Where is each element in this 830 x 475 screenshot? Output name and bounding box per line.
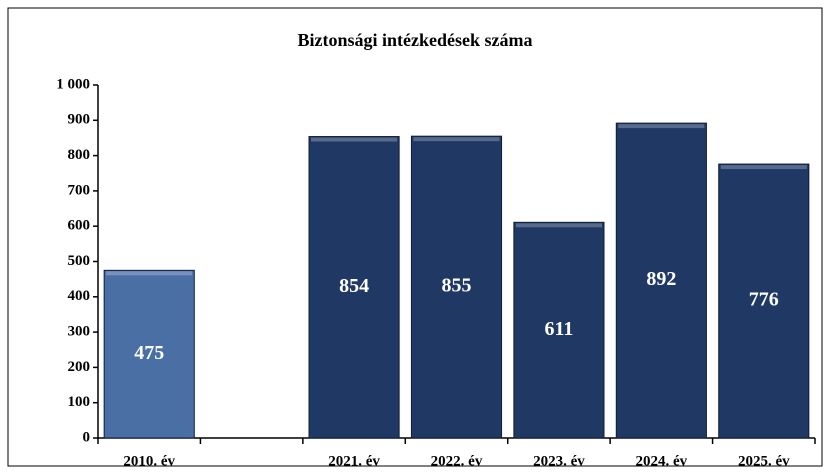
chart-title: Biztonsági intézkedések száma: [298, 30, 533, 50]
bar: [615, 122, 707, 439]
x-tick-label: 2024. év: [636, 453, 688, 469]
x-tick-label: 2021. év: [328, 453, 380, 469]
y-tick-label: 800: [68, 147, 91, 163]
data-label: 855: [442, 275, 472, 297]
data-label: 475: [134, 342, 164, 364]
bar-bevel: [106, 271, 193, 276]
bar-bevel: [515, 223, 602, 228]
y-tick-label: 200: [68, 359, 91, 375]
bar: [308, 136, 400, 439]
x-tick-label: 2022. év: [431, 453, 483, 469]
bar-bevel: [720, 165, 807, 170]
bar-bevel: [311, 137, 398, 142]
data-label: 776: [749, 289, 779, 311]
bar: [718, 163, 810, 439]
y-tick-label: 400: [68, 288, 91, 304]
y-tick-label: 0: [83, 429, 91, 445]
bar: [103, 269, 195, 439]
bar: [410, 135, 503, 439]
y-tick-label: 700: [68, 182, 91, 198]
y-tick-label: 1 000: [56, 76, 90, 92]
data-label: 611: [544, 318, 573, 340]
x-tick-label: 2025. év: [738, 453, 790, 469]
data-label: 854: [339, 275, 369, 297]
data-label: 892: [646, 268, 676, 290]
y-tick-label: 900: [68, 112, 91, 128]
bar-bevel: [413, 137, 500, 142]
y-tick-label: 300: [68, 324, 91, 340]
y-tick-label: 600: [68, 218, 91, 234]
bar-bevel: [618, 124, 705, 129]
y-tick-label: 100: [68, 394, 91, 410]
x-tick-label: 2010. év: [123, 453, 175, 469]
x-tick-label: 2023. év: [533, 453, 585, 469]
bar: [513, 221, 605, 439]
y-tick-label: 500: [68, 253, 91, 269]
